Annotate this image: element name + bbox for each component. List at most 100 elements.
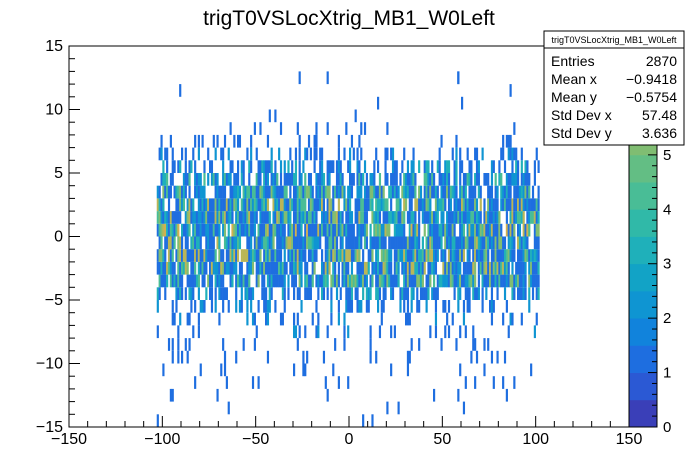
palette-swatch xyxy=(629,182,657,210)
heatmap-bin xyxy=(203,211,206,224)
heatmap-bin xyxy=(356,223,359,237)
heatmap-bin xyxy=(244,287,247,300)
heatmap-bin xyxy=(489,211,492,224)
heatmap-bin xyxy=(235,287,238,300)
heatmap-bin xyxy=(306,350,309,364)
heatmap-bin xyxy=(259,185,262,199)
heatmap-bin xyxy=(335,223,339,237)
heatmap-bin xyxy=(412,261,415,275)
heatmap-bin xyxy=(304,236,307,250)
heatmap-bin xyxy=(414,261,417,275)
heatmap-bin xyxy=(347,236,350,250)
heatmap-bin xyxy=(238,274,242,288)
heatmap-bin xyxy=(425,211,428,224)
heatmap-bin xyxy=(276,211,279,224)
heatmap-bin xyxy=(169,173,172,186)
heatmap-bin xyxy=(315,185,318,199)
heatmap-bin xyxy=(444,185,447,199)
heatmap-bin xyxy=(475,249,479,262)
heatmap-bin xyxy=(487,261,490,275)
heatmap-bin xyxy=(233,223,236,237)
heatmap-bin xyxy=(293,223,296,237)
heatmap-bin xyxy=(490,236,494,250)
heatmap-bin xyxy=(313,211,316,224)
heatmap-bin xyxy=(237,211,240,224)
heatmap-bin xyxy=(369,185,372,199)
heatmap-bin xyxy=(195,274,199,288)
heatmap-bin xyxy=(246,287,249,300)
heatmap-bin xyxy=(164,185,167,199)
heatmap-bin xyxy=(220,147,223,161)
heatmap-bin xyxy=(179,211,182,224)
heatmap-bin xyxy=(513,173,516,186)
heatmap-bin xyxy=(233,173,236,186)
heatmap-bin xyxy=(483,211,486,224)
heatmap-bin xyxy=(375,223,378,237)
heatmap-bin xyxy=(265,198,268,212)
heatmap-bin xyxy=(384,236,387,250)
heatmap-bin xyxy=(509,312,512,326)
heatmap-bin xyxy=(337,134,340,148)
heatmap-bin xyxy=(268,109,271,123)
heatmap-bin xyxy=(175,249,178,262)
heatmap-bin xyxy=(281,211,284,224)
heatmap-bin xyxy=(335,185,339,199)
heatmap-bin xyxy=(518,274,522,288)
heatmap-bin xyxy=(393,236,396,250)
heatmap-bin xyxy=(173,274,176,288)
heatmap-bin xyxy=(186,173,189,186)
heatmap-bin xyxy=(490,274,494,288)
heatmap-bin xyxy=(533,198,536,212)
heatmap-bin xyxy=(339,287,342,300)
heatmap-bin xyxy=(438,198,441,212)
heatmap-bin xyxy=(225,287,228,300)
heatmap-bin xyxy=(515,261,518,275)
heatmap-bin xyxy=(279,198,283,212)
heatmap-bin xyxy=(494,236,497,250)
heatmap-bin xyxy=(347,287,350,300)
heatmap-bin xyxy=(229,274,232,288)
heatmap-bin xyxy=(214,223,217,237)
heatmap-bin xyxy=(169,223,172,237)
heatmap-bin xyxy=(160,147,163,161)
heatmap-bin xyxy=(341,173,344,186)
heatmap-bin xyxy=(337,274,340,288)
heatmap-bin xyxy=(533,274,536,288)
heatmap-bin xyxy=(321,223,324,237)
heatmap-bin xyxy=(235,261,238,275)
heatmap-bin xyxy=(220,261,223,275)
heatmap-bin xyxy=(279,211,283,224)
heatmap-bin xyxy=(177,236,180,250)
heatmap-bin xyxy=(220,249,223,262)
heatmap-bin xyxy=(475,350,479,364)
heatmap-bin xyxy=(188,185,191,199)
heatmap-bin xyxy=(378,287,382,300)
heatmap-bin xyxy=(531,287,535,300)
heatmap-bin xyxy=(201,249,204,262)
heatmap-bin xyxy=(240,249,243,262)
heatmap-bin xyxy=(526,173,529,186)
heatmap-bin xyxy=(274,274,277,288)
heatmap-bin xyxy=(408,261,411,275)
heatmap-bin xyxy=(489,198,492,212)
heatmap-bin xyxy=(315,198,318,212)
heatmap-bin xyxy=(503,236,507,250)
heatmap-bin xyxy=(511,223,514,237)
heatmap-bin xyxy=(384,198,387,212)
heatmap-bin xyxy=(388,185,391,199)
heatmap-bin xyxy=(496,185,499,199)
heatmap-bin xyxy=(162,173,165,186)
heatmap-bin xyxy=(190,300,193,313)
heatmap-bin xyxy=(322,350,326,364)
heatmap-bin xyxy=(354,287,357,300)
heatmap-bin xyxy=(405,287,408,300)
heatmap-bin xyxy=(397,274,400,288)
heatmap-bin xyxy=(278,261,281,275)
heatmap-bin xyxy=(233,236,236,250)
heatmap-bin xyxy=(347,274,350,288)
heatmap-bin xyxy=(395,261,398,275)
heatmap-bin xyxy=(345,211,348,224)
heatmap-bin xyxy=(455,147,458,161)
heatmap-bin xyxy=(197,223,200,237)
heatmap-bin xyxy=(266,350,270,364)
